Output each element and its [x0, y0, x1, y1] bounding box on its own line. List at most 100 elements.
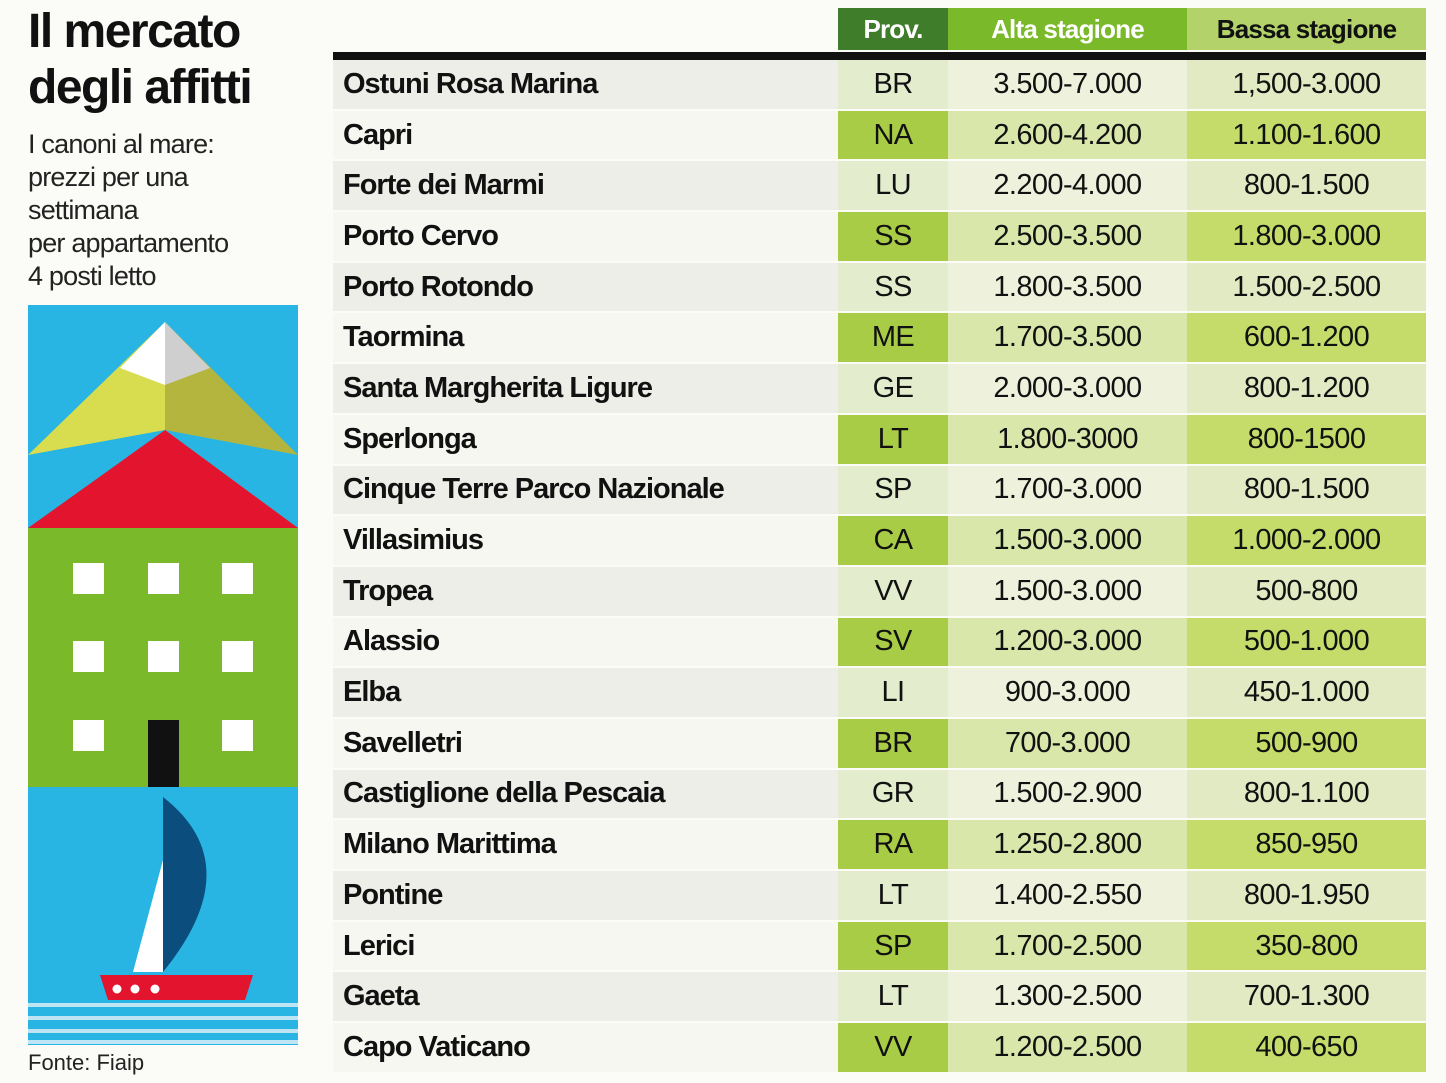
table-row: Elba LI 900-3.000 450-1.000 — [333, 668, 1426, 719]
cell: 1.000-2.000 — [1187, 516, 1426, 567]
cell: 500-1.000 — [1187, 617, 1426, 669]
illustration — [28, 305, 298, 1045]
cell: 1.500-2.500 — [1187, 262, 1426, 314]
place-name: Capri — [333, 110, 838, 162]
table-row: Gaeta LT 1.300-2.500 700-1.300 — [333, 972, 1426, 1024]
table-row: Alassio SV 1.200-3.000 500-1.000 — [333, 617, 1426, 669]
subtitle-line: per appartamento — [28, 228, 229, 258]
table-row: Pontine LT 1.400-2.550 800-1.950 — [333, 871, 1426, 922]
portholes — [112, 984, 160, 994]
cell: 350-800 — [1187, 921, 1426, 973]
cell: 2.000-3.000 — [948, 364, 1187, 415]
source: Fonte: Fiaip — [28, 1050, 145, 1075]
table-row: Santa Margherita Ligure GE 2.000-3.000 800-… — [333, 364, 1426, 415]
table-row: Cinque Terre Parco Nazionale SP 1.700-3.00… — [333, 465, 1426, 517]
cell: 600-1.200 — [1187, 313, 1426, 365]
snow-right — [165, 322, 210, 385]
cell: LI — [838, 668, 948, 719]
cell: 1.300-2.500 — [948, 972, 1187, 1024]
cell: 1.500-3.000 — [948, 566, 1187, 618]
table-row: Sperlonga LT 1.800-3000 800-1500 — [333, 414, 1426, 466]
cell: 1.700-3.000 — [948, 465, 1187, 517]
table-row: Capri NA 2.600-4.200 1.100-1.600 — [333, 110, 1426, 162]
table-row: Capo Vaticano VV 1.200-2.500 400-650 — [333, 1023, 1426, 1074]
hull — [100, 975, 253, 1000]
cell: SP — [838, 921, 948, 973]
place-name: Alassio — [333, 617, 838, 669]
header-row: Prov. Alta stagione Bassa stagione — [333, 8, 1426, 50]
cell: 800-1.100 — [1187, 769, 1426, 821]
table-row: Lerici SP 1.700-2.500 350-800 — [333, 921, 1426, 973]
cell: 400-650 — [1187, 1023, 1426, 1074]
waves — [28, 1003, 298, 1044]
cell: 1.800-3.000 — [1187, 212, 1426, 263]
place-name: Lerici — [333, 921, 838, 973]
subtitle-line: 4 posti letto — [28, 261, 156, 291]
place-name: Pontine — [333, 871, 838, 922]
table-row: Milano Marittima RA 1.250-2.800 850-950 — [333, 820, 1426, 871]
header-rule — [333, 52, 1426, 60]
cell: 1.500-3.000 — [948, 516, 1187, 567]
title-line: Il mercato — [28, 5, 241, 58]
cell: 500-800 — [1187, 566, 1426, 618]
cell: 1,500-3.000 — [1187, 60, 1426, 111]
place-name: Taormina — [333, 313, 838, 365]
column-header: Bassa stagione — [1187, 8, 1426, 50]
cell: 800-1.500 — [1187, 465, 1426, 517]
windows — [73, 563, 253, 751]
cell: 2.600-4.200 — [948, 110, 1187, 162]
table: Prov. Alta stagione Bassa stagione Ostuni … — [333, 8, 1426, 1074]
place-name: Porto Cervo — [333, 212, 838, 263]
subtitle: I canoni al mare: prezzi per una settimana… — [28, 128, 229, 293]
table-row: Savelletri BR 700-3.000 500-900 — [333, 718, 1426, 770]
door — [148, 720, 179, 787]
cell: 900-3.000 — [948, 668, 1187, 719]
column-header: Alta stagione — [948, 8, 1187, 50]
cell: 1.800-3.500 — [948, 262, 1187, 314]
cell: 850-950 — [1187, 820, 1426, 871]
subtitle-line: prezzi per una — [28, 162, 189, 192]
cell: CA — [838, 516, 948, 567]
cell: SS — [838, 262, 948, 314]
table-row: Porto Cervo SS 2.500-3.500 1.800-3.000 — [333, 212, 1426, 263]
cell: 700-1.300 — [1187, 972, 1426, 1024]
cell: 1.200-3.000 — [948, 617, 1187, 669]
sail — [163, 797, 207, 972]
cell: 800-1.200 — [1187, 364, 1426, 415]
place-name: Porto Rotondo — [333, 262, 838, 314]
table-row: Porto Rotondo SS 1.800-3.500 1.500-2.500 — [333, 262, 1426, 314]
cell: 450-1.000 — [1187, 668, 1426, 719]
column-header: Prov. — [838, 8, 948, 50]
cell: 2.500-3.500 — [948, 212, 1187, 263]
table-row: Villasimius CA 1.500-3.000 1.000-2.000 — [333, 516, 1426, 567]
title-line: degli affitti — [28, 61, 253, 114]
cell: GE — [838, 364, 948, 415]
place-name: Milano Marittima — [333, 820, 838, 871]
cell: 500-900 — [1187, 718, 1426, 770]
cell: 800-1500 — [1187, 414, 1426, 466]
cell: 1.400-2.550 — [948, 871, 1187, 922]
snow-left — [120, 322, 165, 385]
cell: 700-3.000 — [948, 718, 1187, 770]
cell: 1.700-3.500 — [948, 313, 1187, 365]
place-name: Tropea — [333, 566, 838, 618]
cell: SV — [838, 617, 948, 669]
subtitle-line: settimana — [28, 195, 139, 225]
table-row: Forte dei Marmi LU 2.200-4.000 800-1.500 — [333, 161, 1426, 213]
cell: LU — [838, 161, 948, 213]
cell: 800-1.500 — [1187, 161, 1426, 213]
cell: LT — [838, 972, 948, 1024]
table-row: Castiglione della Pescaia GR 1.500-2.900 80… — [333, 769, 1426, 821]
place-name: Sperlonga — [333, 414, 838, 466]
cell: BR — [838, 718, 948, 770]
cell: 1.200-2.500 — [948, 1023, 1187, 1074]
cell: LT — [838, 414, 948, 466]
place-name: Forte dei Marmi — [333, 161, 838, 213]
cell: LT — [838, 871, 948, 922]
table-row: Taormina ME 1.700-3.500 600-1.200 — [333, 313, 1426, 365]
place-name: Savelletri — [333, 718, 838, 770]
table-body: Ostuni Rosa Marina BR 3.500-7.000 1,500-3.0… — [333, 60, 1426, 1074]
cell: 800-1.950 — [1187, 871, 1426, 922]
jib — [133, 860, 163, 972]
place-name: Gaeta — [333, 972, 838, 1024]
